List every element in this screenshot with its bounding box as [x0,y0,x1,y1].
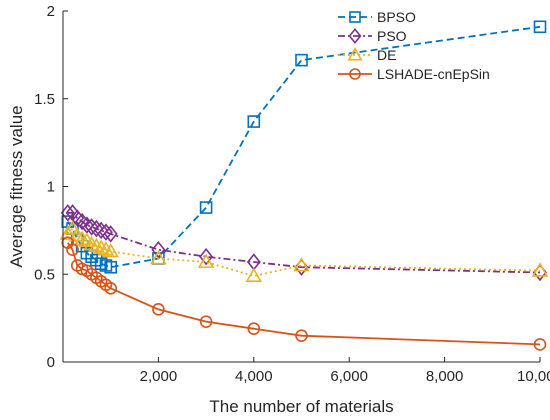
data-point-triangle [531,262,549,277]
data-point-square [199,201,213,214]
data-point-circle [533,338,547,351]
data-point-diamond [103,225,118,243]
data-point-triangle [88,237,105,253]
data-point-square [533,20,547,34]
legend-label: DE [377,47,396,63]
legend: BPSO PSO DE LSHADE-cnEpSin [338,9,490,82]
y-tick-label: 2 [47,3,55,20]
x-tick-label: 4,000 [235,368,273,385]
series-lshade-cnepsin [61,236,547,351]
data-point-triangle [245,267,263,282]
data-point-triangle [347,47,363,61]
x-tick-label: 6,000 [330,368,368,385]
data-point-triangle [150,249,167,265]
series-pso [60,204,547,282]
legend-label: PSO [377,28,407,44]
data-point-square [104,260,117,274]
y-axis-title: Average fitness value [7,105,26,267]
series-de [59,220,549,282]
data-point-diamond [84,218,99,236]
y-tick-label: 1 [47,179,55,196]
x-axis-title: The number of materials [209,397,393,416]
data-point-diamond [151,240,166,259]
data-point-circle [199,315,213,328]
x-tick-label: 8,000 [426,368,464,385]
data-point-circle [104,281,117,295]
data-point-triangle [293,256,310,272]
legend-item-de: DE [338,47,396,63]
legend-item-pso: PSO [338,27,407,45]
data-point-triangle [83,235,100,251]
data-point-triangle [197,253,215,268]
data-point-triangle [97,241,115,256]
data-point-square [247,115,261,128]
data-point-circle [295,329,308,342]
data-point-diamond [60,204,75,222]
data-point-triangle [92,239,110,254]
axes-layer: 0 0.5 1 1.5 2 2,000 4,000 6,000 8,000 10,000 [34,3,550,385]
data-point-diamond [348,27,362,45]
legend-label: LSHADE-cnEpSin [377,66,490,82]
data-point-diamond [89,219,104,238]
x-tick-label: 10,000 [517,368,550,385]
legend-item-bpso: BPSO [338,9,416,25]
data-point-square [295,53,308,67]
y-tick-label: 1.5 [34,91,55,108]
data-point-circle [152,303,165,316]
data-point-square [349,11,361,23]
legend-item-lshade-cnepsin: LSHADE-cnEpSin [338,66,490,82]
plot-area [63,11,540,362]
data-point-triangle [64,220,81,235]
data-point-circle [247,322,261,335]
data-point-triangle [73,230,91,246]
data-point-diamond [199,247,214,266]
y-tick-label: 0 [47,354,55,371]
x-tick-label: 2,000 [140,368,178,385]
data-point-diamond [98,223,113,241]
data-point-triangle [102,242,119,258]
data-point-circle [66,243,79,256]
y-tick-label: 0.5 [34,266,55,283]
data-point-diamond [94,221,109,240]
data-point-circle [349,68,361,80]
series-layer [59,20,549,351]
plot-background [63,11,540,362]
legend-label: BPSO [377,9,416,25]
